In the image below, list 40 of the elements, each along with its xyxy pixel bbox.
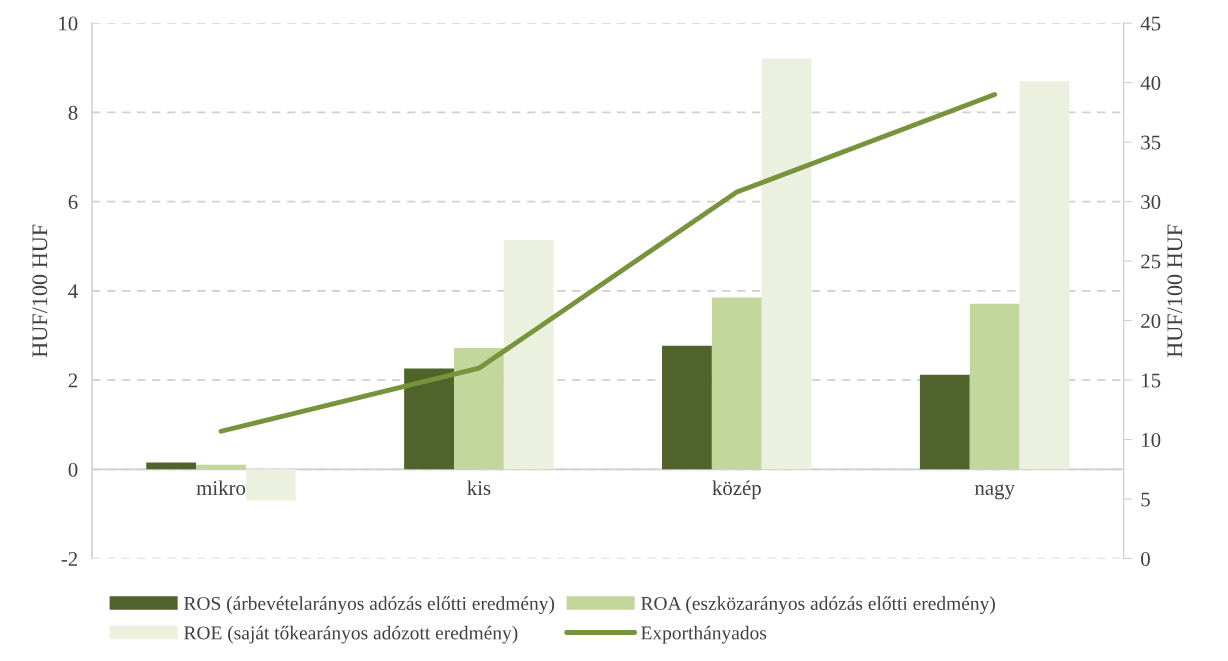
y2-tick-label: 20 [1141, 313, 1161, 329]
legend-label: ROS (árbevételarányos adózás előtti eredmény) [184, 596, 555, 615]
y-tick-label: 6 [68, 195, 78, 210]
bar [969, 303, 1020, 470]
bar [919, 374, 970, 470]
bar [662, 345, 712, 470]
bar [245, 469, 296, 501]
y-tick-label: 2 [68, 373, 78, 388]
y2-tick-label: 30 [1141, 194, 1161, 210]
y2-tick-label: 10 [1142, 432, 1161, 447]
bar [146, 462, 197, 470]
y-tick-label: 4 [68, 284, 78, 299]
legend-label: ROA (eszközarányos adózás előtti eredmény) [641, 596, 995, 615]
bar [196, 464, 246, 470]
bar [404, 368, 454, 470]
y-axis-title: HUF/100 HUF [32, 224, 48, 358]
y2-tick-label: 25 [1141, 254, 1161, 269]
legend-label: ROE (saját tőkearányos adózott eredmény) [184, 625, 518, 644]
bar [1019, 81, 1070, 470]
x-tick-label: közép [712, 480, 761, 500]
y-tick-label: 0 [68, 462, 78, 477]
y-tick-label: -2 [61, 551, 78, 566]
y2-tick-label: 40 [1140, 76, 1161, 91]
x-tick-label: nagy [974, 484, 1015, 500]
y-tick-label: 8 [68, 105, 78, 120]
y2-tick-label: 45 [1140, 16, 1161, 31]
bar [761, 58, 812, 470]
y2-tick-label: 0 [1141, 551, 1150, 566]
x-tick-label: kis [467, 480, 491, 496]
y2-tick-label: 15 [1142, 373, 1161, 388]
y2-tick-label: 5 [1141, 492, 1150, 507]
bar [453, 347, 504, 470]
bar [503, 239, 554, 470]
x-tick-label: mikro [196, 480, 246, 496]
y2-tick-label: 35 [1141, 135, 1161, 150]
y2-axis-title: HUF/100 HUF [1167, 224, 1183, 358]
line-series [218, 92, 998, 434]
bar [711, 297, 762, 470]
y-tick-label: 10 [59, 16, 78, 31]
legend-label: Exporthányados [641, 625, 767, 644]
